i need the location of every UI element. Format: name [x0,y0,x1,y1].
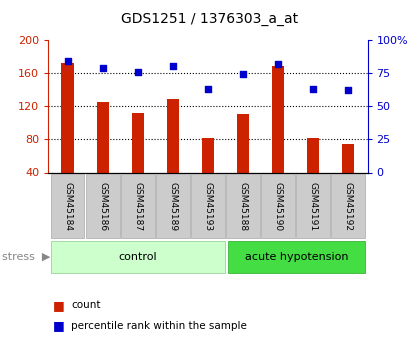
FancyBboxPatch shape [226,174,260,238]
FancyBboxPatch shape [156,174,190,238]
Text: ■: ■ [52,319,64,333]
FancyBboxPatch shape [121,174,155,238]
Bar [97,102,109,206]
Text: GSM45186: GSM45186 [98,181,107,231]
FancyBboxPatch shape [86,174,120,238]
Point [205,86,211,91]
Text: ■: ■ [52,299,64,312]
FancyBboxPatch shape [51,174,84,238]
Point [64,58,71,64]
FancyBboxPatch shape [331,174,365,238]
Point [169,63,176,69]
Point [240,71,247,77]
Text: GSM45193: GSM45193 [203,181,213,231]
FancyBboxPatch shape [296,174,330,238]
Point [99,65,106,70]
FancyBboxPatch shape [51,241,225,273]
Bar [307,138,319,206]
Text: GDS1251 / 1376303_a_at: GDS1251 / 1376303_a_at [121,12,299,26]
Bar [342,144,354,206]
Text: stress  ▶: stress ▶ [2,252,50,262]
FancyBboxPatch shape [191,174,225,238]
Bar [272,66,284,206]
Point [345,87,352,93]
Text: GSM45192: GSM45192 [344,181,353,231]
FancyBboxPatch shape [228,241,365,273]
Text: count: count [71,300,101,310]
Bar [237,114,249,206]
Text: GSM45189: GSM45189 [168,181,177,231]
Text: control: control [118,252,157,262]
Text: acute hypotension: acute hypotension [245,252,349,262]
Point [275,61,281,66]
Text: GSM45184: GSM45184 [63,181,72,231]
Point [310,86,317,91]
Point [134,69,141,74]
Bar [167,99,179,206]
Text: GSM45188: GSM45188 [239,181,247,231]
Text: percentile rank within the sample: percentile rank within the sample [71,321,247,331]
Bar [202,138,214,206]
FancyBboxPatch shape [261,174,295,238]
Text: GSM45187: GSM45187 [133,181,142,231]
Text: GSM45191: GSM45191 [309,181,318,231]
Text: GSM45190: GSM45190 [273,181,283,231]
Bar [61,63,74,206]
Bar [131,113,144,206]
